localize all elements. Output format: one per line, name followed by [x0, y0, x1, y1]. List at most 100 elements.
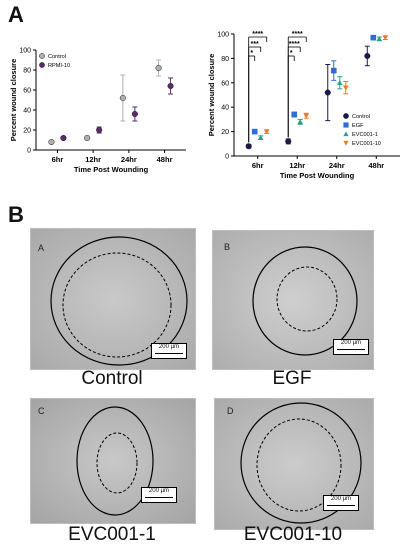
y-axis-label: Percent wound closure: [207, 54, 216, 137]
data-point: [324, 89, 331, 96]
data-point: [155, 64, 162, 72]
micrograph-caption-evc001-1: EVC001-1: [68, 524, 156, 545]
x-axis-label: Time Post Wounding: [280, 171, 355, 180]
legend-marker: [39, 53, 45, 59]
micrograph-egf: B 200 µm: [212, 230, 374, 370]
significance-label: *: [250, 50, 253, 57]
data-point: [370, 34, 377, 41]
legend-label: EVC001-10: [352, 141, 381, 147]
x-tick-label: 6hr: [52, 155, 64, 164]
micrograph-label: D: [227, 406, 234, 416]
x-tick-label: 48hr: [368, 161, 384, 170]
significance-label: ****: [292, 31, 303, 38]
micrograph-label: A: [38, 243, 45, 253]
micrograph-caption-control: Control: [81, 368, 143, 389]
data-point: [285, 138, 292, 145]
x-tick-label: 24hr: [121, 155, 137, 164]
significance-label: ***: [251, 41, 259, 48]
micrograph-label: B: [224, 242, 231, 252]
scale-bar: 200 µm: [323, 495, 359, 511]
data-point: [382, 35, 389, 41]
scale-bar-label: 200 µm: [330, 496, 352, 502]
micrograph-control: A 200 µm: [30, 228, 196, 370]
inner-wound-edge: [96, 432, 138, 494]
x-tick-label: 6hr: [252, 161, 264, 170]
data-point: [84, 134, 91, 142]
legend-label: Control: [352, 114, 370, 120]
micrograph-evc001-1-texture: [31, 399, 195, 523]
data-point: [336, 80, 343, 86]
scale-bar-line: [145, 497, 173, 498]
x-axis-label: Time Post Wounding: [74, 165, 149, 174]
x-tick-label: 12hr: [85, 155, 101, 164]
inner-wound-edge: [276, 266, 338, 332]
y-tick-label: 40: [23, 108, 31, 115]
right-chart: 0 20 40 60 80 100 6hr 12hr 24hr 48hr Time Post Wou…: [207, 31, 400, 180]
significance-label: ****: [252, 31, 263, 38]
data-point: [131, 110, 138, 118]
data-point: [251, 128, 258, 135]
legend-label: RPMI-10: [48, 63, 70, 69]
outer-wound-edge: [240, 402, 362, 524]
scale-bar-line: [155, 353, 183, 354]
panel-a-letter: A: [8, 2, 24, 27]
micrograph-caption-egf: EGF: [272, 368, 312, 389]
micrograph-evc001-1: C 200 µm: [30, 398, 196, 524]
data-point: [60, 134, 67, 142]
outer-wound-edge: [50, 236, 188, 366]
data-point: [167, 82, 174, 90]
outer-wound-edge: [252, 246, 358, 356]
y-tick-label: 40: [221, 105, 229, 112]
y-tick-label: 20: [23, 128, 31, 135]
micrograph-label: C: [38, 406, 45, 416]
x-tick-label: 48hr: [157, 155, 173, 164]
panel-b-letter: B: [8, 202, 24, 227]
y-axis-label: Percent wound closure: [9, 59, 18, 142]
scale-bar-label: 200 µm: [340, 340, 362, 346]
scale-bar-line: [327, 505, 355, 506]
legend-label: EVC001-1: [352, 132, 378, 138]
y-tick-label: 80: [221, 56, 229, 63]
left-chart: 0 20 40 60 80 100 6hr 12hr 24hr 48hr Time Post Wou…: [9, 48, 186, 174]
data-point: [257, 134, 264, 140]
y-tick-label: 20: [221, 129, 229, 136]
data-point: [364, 52, 371, 60]
data-point: [297, 119, 304, 125]
scale-bar: 200 µm: [151, 343, 187, 359]
data-point: [342, 85, 349, 91]
legend-marker: [39, 62, 45, 68]
legend-marker: [343, 122, 349, 128]
legend-label: EGF: [352, 123, 364, 129]
y-tick-label: 100: [19, 48, 31, 55]
scale-bar: 200 µm: [141, 487, 177, 503]
significance-label: ****: [289, 41, 300, 48]
x-tick-label: 24hr: [329, 161, 345, 170]
inner-wound-edge: [62, 252, 172, 358]
legend-label: Control: [48, 54, 66, 60]
y-tick-label: 60: [221, 80, 229, 87]
scale-bar-line: [337, 349, 365, 350]
data-point: [303, 113, 310, 119]
inner-wound-edge: [256, 418, 342, 512]
legend-marker: [343, 140, 349, 146]
scale-bar: 200 µm: [333, 339, 369, 355]
y-tick-label: 100: [217, 32, 229, 39]
legend-marker: [343, 113, 349, 119]
y-tick-label: 80: [23, 68, 31, 75]
x-tick-label: 12hr: [289, 161, 305, 170]
data-point: [245, 143, 252, 150]
outer-wound-edge: [76, 406, 154, 516]
significance-label: *: [290, 50, 293, 57]
data-point: [330, 67, 337, 74]
y-tick-label: 0: [27, 148, 31, 155]
data-point: [263, 129, 270, 135]
scale-bar-label: 200 µm: [158, 344, 180, 350]
data-point: [291, 111, 298, 118]
data-point: [119, 94, 126, 102]
scale-bar-label: 200 µm: [148, 488, 170, 494]
data-point: [376, 36, 383, 42]
legend-marker: [343, 131, 349, 137]
y-tick-label: 60: [23, 88, 31, 95]
micrograph-evc001-10: D 200 µm: [214, 398, 374, 530]
data-point: [96, 126, 103, 134]
